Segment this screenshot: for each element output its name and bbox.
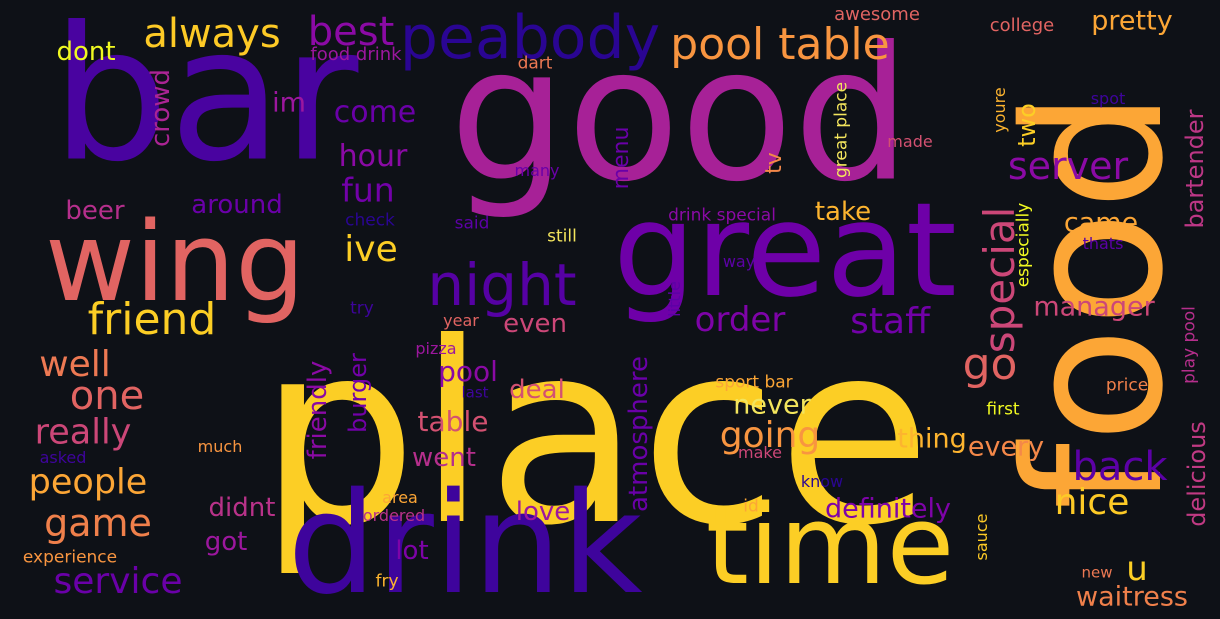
word-going: going: [719, 415, 821, 456]
word-best: best: [307, 9, 395, 55]
word-make: make: [738, 443, 782, 462]
word-first: first: [986, 399, 1020, 420]
word-play-pool: play pool: [1179, 306, 1200, 384]
word-fry: fry: [375, 571, 399, 592]
word-pizza: pizza: [415, 339, 457, 358]
word-u: u: [1126, 549, 1148, 589]
word-never: never: [733, 389, 811, 421]
word-manager: manager: [1033, 291, 1155, 323]
word-drink-special: drink special: [668, 205, 776, 226]
word-try: try: [350, 298, 374, 319]
word-deal: deal: [509, 375, 565, 405]
word-im: im: [272, 87, 306, 119]
word-friendly: friendly: [303, 360, 333, 460]
word-tv: tv: [762, 152, 787, 174]
word-went: went: [412, 443, 476, 473]
word-pretty: pretty: [1091, 5, 1173, 37]
word-always: always: [143, 11, 281, 57]
word-didnt: didnt: [208, 493, 276, 523]
word-asked: asked: [39, 448, 87, 467]
word-place: place: [258, 289, 932, 580]
word-sport-bar: sport bar: [715, 372, 793, 393]
word-wing: wing: [44, 198, 306, 326]
word-thing: thing: [897, 423, 967, 455]
word-hour: hour: [338, 139, 408, 174]
word-many: many: [514, 161, 560, 180]
word-two: two: [1013, 103, 1041, 147]
word-got: got: [204, 527, 248, 557]
word-thats: thats: [1082, 234, 1124, 253]
word-made: made: [887, 132, 933, 151]
word-beer: beer: [65, 196, 125, 226]
word-know: know: [800, 472, 844, 491]
word-check: check: [345, 210, 395, 231]
word-staff: staff: [850, 301, 930, 342]
word-game: game: [44, 501, 152, 545]
word-came: came: [1063, 207, 1139, 239]
word-every: every: [967, 431, 1045, 463]
word-atmosphere: atmosphere: [624, 356, 654, 512]
word-id: id: [743, 496, 759, 517]
word-great-place: great place: [831, 81, 852, 179]
word-night: night: [427, 251, 577, 319]
word-good: good: [449, 6, 911, 223]
word-year: year: [443, 311, 479, 330]
word-one: one: [69, 373, 145, 419]
word-ordered: ordered: [362, 506, 426, 525]
word-bartender: bartender: [1181, 109, 1209, 229]
word-bar: bar: [51, 0, 359, 203]
word-still: still: [547, 226, 577, 247]
word-people: people: [28, 462, 148, 503]
word-order: order: [694, 300, 786, 340]
word-drink: drink: [287, 463, 643, 619]
word-definitely: definitely: [824, 493, 952, 525]
word-peabody: peabody: [399, 3, 661, 73]
word-food-drink: food drink: [310, 44, 402, 65]
word-back: back: [1072, 444, 1168, 490]
word-take: take: [814, 197, 872, 227]
word-well: well: [39, 344, 111, 385]
word-delicious: delicious: [1183, 421, 1211, 527]
word-especially: especially: [1013, 202, 1034, 288]
word-spot: spot: [1090, 89, 1126, 108]
word-table: table: [417, 405, 489, 438]
word-burger: burger: [344, 353, 372, 433]
word-little: little: [665, 281, 684, 317]
word-around: around: [191, 190, 283, 220]
word-come: come: [333, 95, 417, 130]
word-service: service: [53, 561, 183, 602]
word-great: great: [613, 174, 957, 326]
word-dart: dart: [517, 53, 553, 74]
word-waitress: waitress: [1076, 581, 1188, 613]
word-server: server: [1007, 144, 1129, 188]
word-really: really: [34, 412, 132, 453]
word-much: much: [197, 437, 243, 456]
word-nice: nice: [1054, 482, 1130, 523]
word-love: love: [515, 497, 571, 527]
word-dont: dont: [56, 37, 116, 67]
word-crowd: crowd: [146, 68, 176, 148]
word-time: time: [705, 481, 955, 609]
word-way: way: [722, 252, 756, 271]
word-even: even: [503, 309, 567, 339]
word-sauce: sauce: [972, 513, 991, 561]
word-experience: experience: [22, 547, 118, 568]
word-pool-table: pool table: [670, 19, 890, 70]
word-menu: menu: [609, 126, 634, 190]
word-go: go: [962, 339, 1018, 390]
word-awesome: awesome: [834, 4, 920, 25]
word-pool: pool: [438, 355, 498, 388]
word-lot: lot: [395, 536, 429, 566]
word-area: area: [382, 488, 418, 507]
word-ive: ive: [344, 229, 398, 270]
word-new: new: [1081, 563, 1113, 582]
word-fun: fun: [341, 170, 395, 210]
word-said: said: [454, 213, 490, 234]
word-friend: friend: [87, 294, 217, 345]
word-college: college: [989, 15, 1055, 36]
word-last: last: [461, 383, 489, 402]
word-youre: youre: [990, 87, 1009, 133]
word-price: price: [1105, 375, 1149, 396]
